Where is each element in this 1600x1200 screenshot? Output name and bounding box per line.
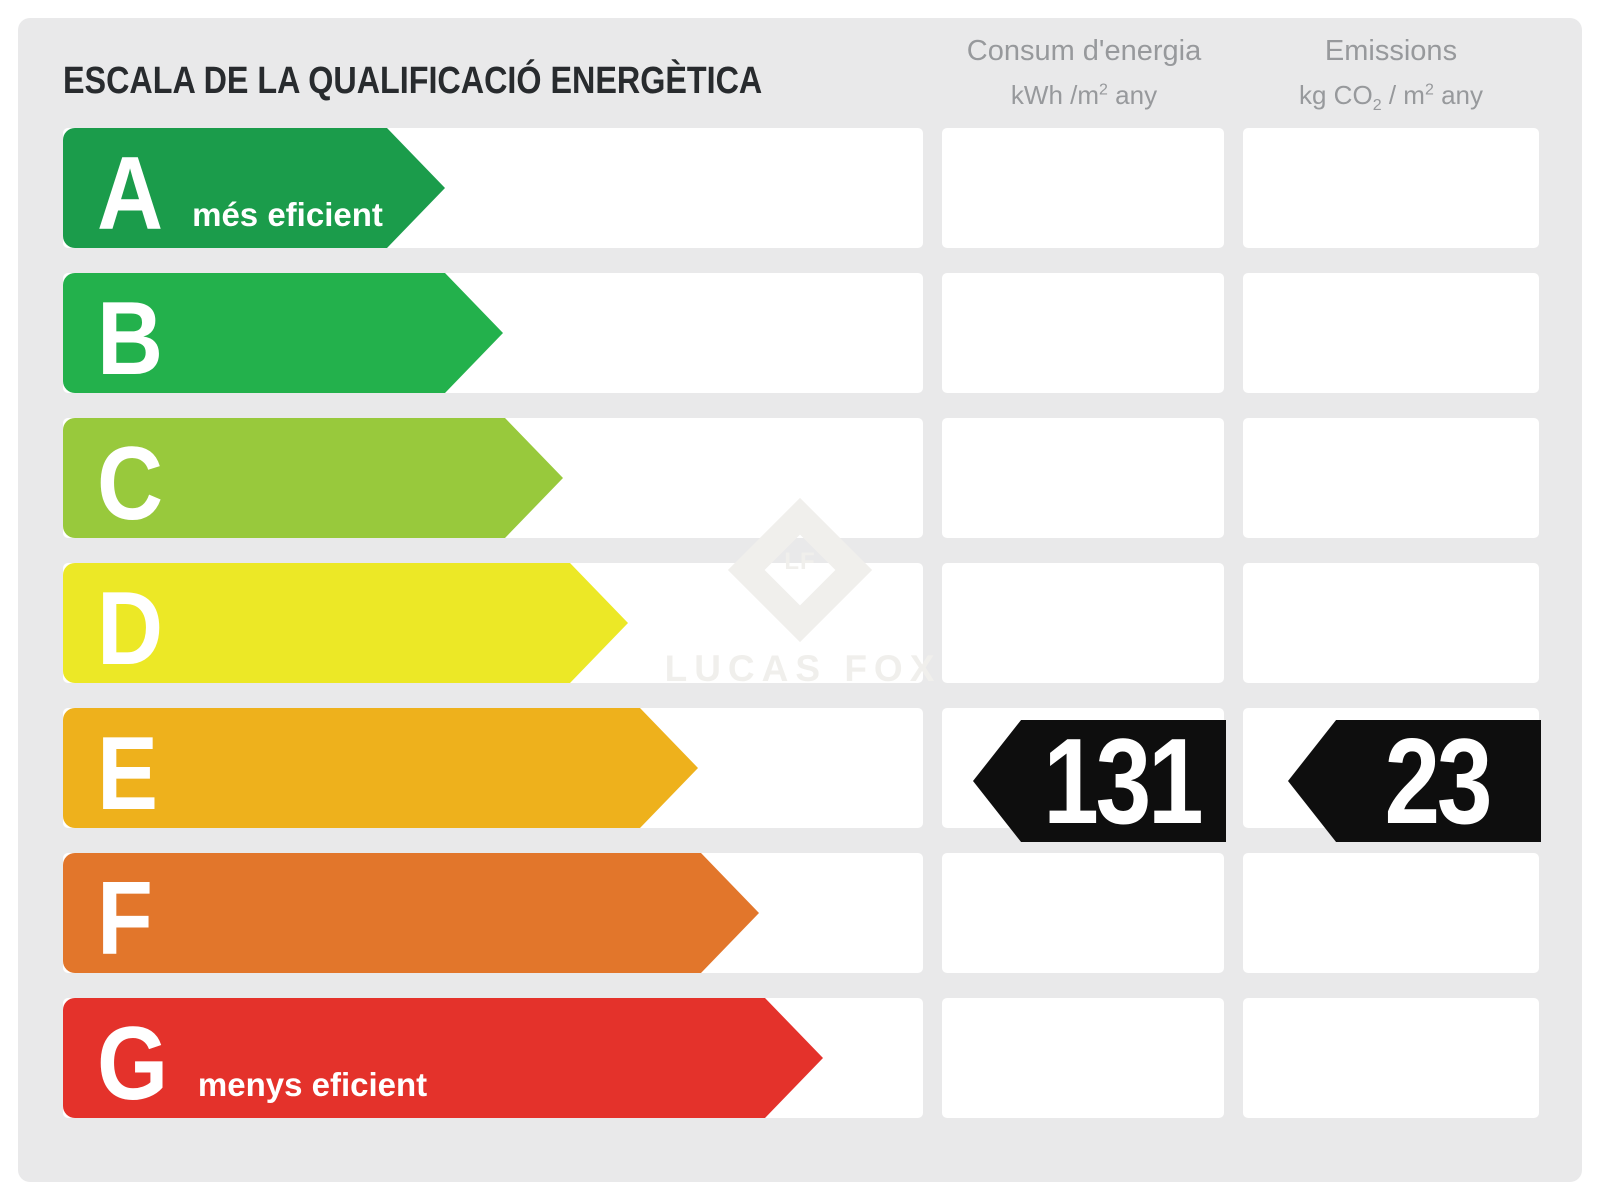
rating-bar-f: F — [63, 853, 759, 973]
emissions-value: 23 — [1384, 713, 1492, 849]
most-efficient-label: més eficient — [192, 196, 383, 233]
emissions-cell-a — [1243, 128, 1539, 248]
bar-cell-e: E — [63, 708, 923, 828]
rating-grid: A més eficient B C — [63, 128, 1541, 1118]
emissions-cell-e: 23 — [1243, 708, 1541, 842]
emissions-cell-d — [1243, 563, 1539, 683]
consumption-cell-b — [942, 273, 1224, 393]
rating-bar-c: C — [63, 418, 563, 538]
bar-cell-b: B — [63, 273, 923, 393]
consumption-cell-e: 131 — [942, 708, 1226, 842]
consumption-cell-c — [942, 418, 1224, 538]
consumption-value: 131 — [1042, 713, 1203, 849]
rating-letter-c: C — [97, 425, 164, 542]
emissions-cell-b — [1243, 273, 1539, 393]
emissions-cell-f — [1243, 853, 1539, 973]
consumption-cell-a — [942, 128, 1224, 248]
bar-cell-d: D — [63, 563, 923, 683]
page-title: ESCALA DE LA QUALIFICACIÓ ENERGÈTICA — [63, 60, 763, 102]
consumption-value-badge: 131 — [973, 720, 1226, 842]
bar-cell-f: F — [63, 853, 923, 973]
rating-bar-d: D — [63, 563, 628, 683]
emissions-column-header: Emissions kg CO2 / m2 any — [1243, 35, 1539, 115]
rating-letter-d: D — [97, 570, 164, 687]
bar-cell-a: A més eficient — [63, 128, 923, 248]
rating-letter-b: B — [97, 280, 164, 397]
least-efficient-label: menys eficient — [197, 1066, 428, 1103]
emissions-cell-c — [1243, 418, 1539, 538]
consumption-header-units: kWh /m2 any — [1010, 79, 1158, 110]
rating-bar-b: B — [63, 273, 503, 393]
consumption-cell-g — [942, 998, 1224, 1118]
rating-bar-g: G menys eficient — [63, 998, 823, 1118]
rating-letter-a: A — [97, 135, 164, 252]
rating-bar-a: A més eficient — [63, 128, 445, 248]
bar-cell-c: C — [63, 418, 923, 538]
emissions-header-units: kg CO2 / m2 any — [1299, 79, 1483, 115]
certificate-panel: ESCALA DE LA QUALIFICACIÓ ENERGÈTICA Con… — [18, 18, 1582, 1182]
consumption-header-title: Consum d'energia — [966, 35, 1202, 67]
consumption-cell-f — [942, 853, 1224, 973]
rating-bar-e: E — [63, 708, 698, 828]
emissions-cell-g — [1243, 998, 1539, 1118]
rating-letter-e: E — [97, 715, 159, 832]
consumption-cell-d — [942, 563, 1224, 683]
bar-cell-g: G menys eficient — [63, 998, 923, 1118]
emissions-header-title: Emissions — [1324, 35, 1458, 67]
emissions-value-badge: 23 — [1288, 720, 1541, 842]
rating-letter-f: F — [97, 860, 153, 977]
rating-letter-g: G — [97, 1005, 169, 1122]
consumption-column-header: Consum d'energia kWh /m2 any — [943, 35, 1225, 111]
